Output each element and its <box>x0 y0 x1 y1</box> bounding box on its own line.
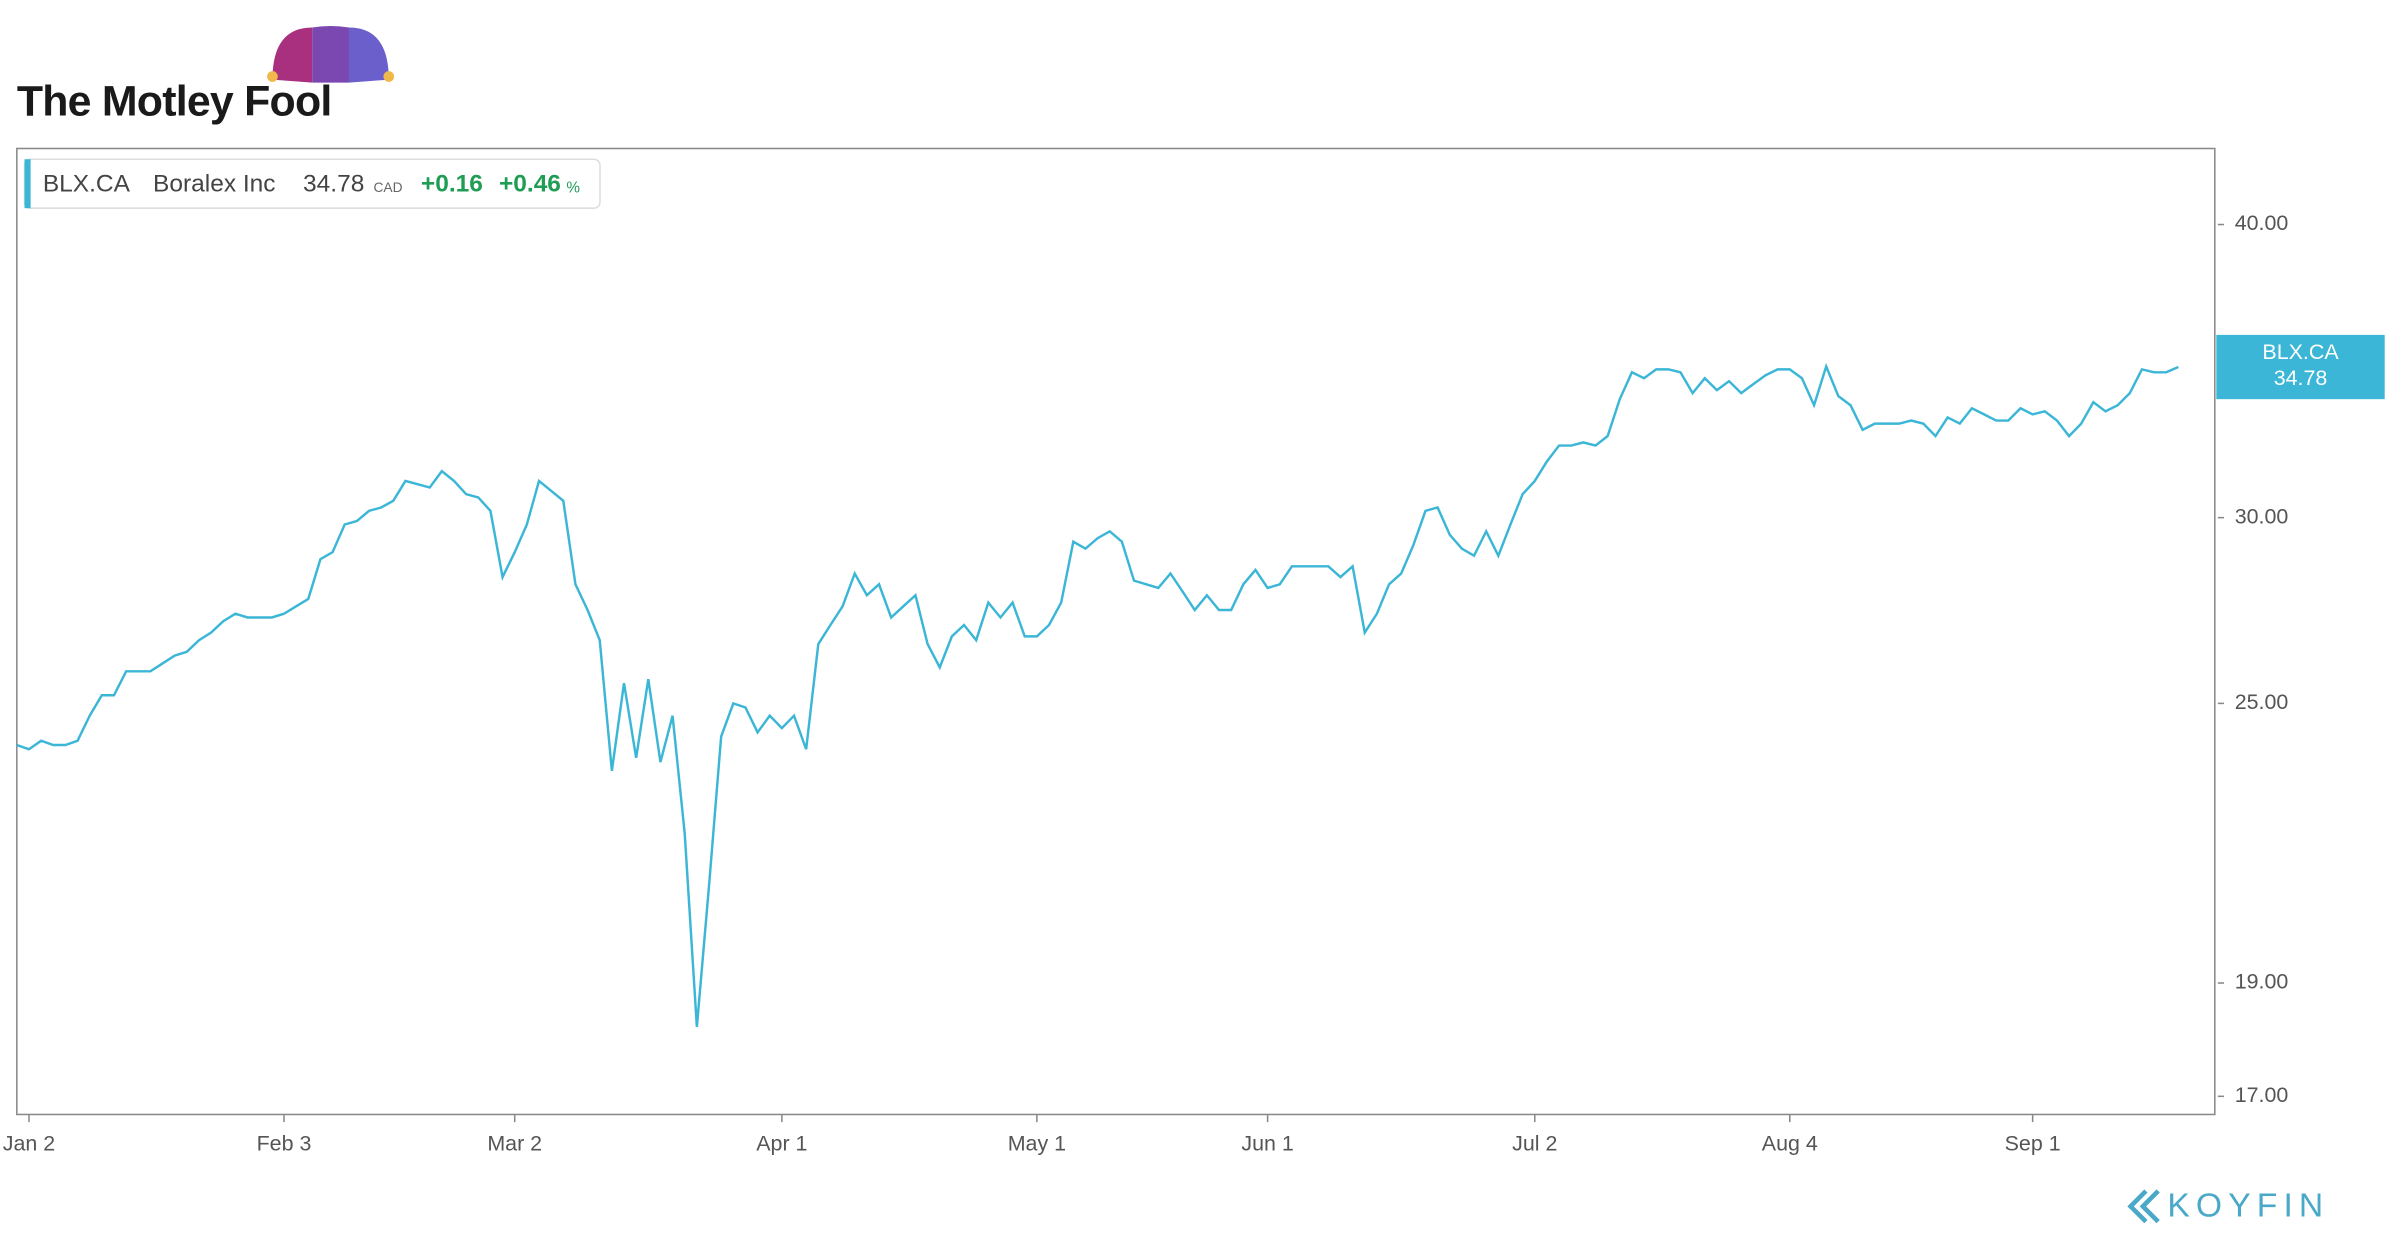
legend-ticker: BLX.CA <box>43 171 131 198</box>
plot-frame <box>16 147 2216 1116</box>
badge-ticker: BLX.CA <box>2262 340 2339 364</box>
badge-price: 34.78 <box>2274 366 2328 390</box>
brand: The Motley Fool <box>17 77 332 125</box>
legend-change: +0.16 <box>421 171 483 198</box>
x-tick-label: Mar 2 <box>487 1132 542 1156</box>
legend-currency: CAD <box>373 180 402 195</box>
price-badge <box>2216 334 2385 400</box>
legend-price: 34.78 <box>303 171 364 198</box>
legend: BLX.CA Boralex Inc 34.78 CAD +0.16 +0.46… <box>23 158 601 209</box>
price-line <box>16 362 2179 1027</box>
footer: KOYFIN <box>2167 1188 2329 1225</box>
x-tick-label: May 1 <box>1008 1132 1066 1156</box>
y-tick-label: 17.00 <box>2235 1083 2289 1107</box>
x-tick-label: Jan 2 <box>3 1132 55 1156</box>
x-tick-label: Apr 1 <box>756 1132 807 1156</box>
y-tick-label: 19.00 <box>2235 970 2289 994</box>
x-tick-label: Jul 2 <box>1512 1132 1557 1156</box>
y-tick-label: 40.00 <box>2235 211 2289 235</box>
legend-change-pct: +0.46 <box>499 171 561 198</box>
legend-pct-sign: % <box>566 179 580 196</box>
logo: The Motley Fool <box>17 26 395 125</box>
x-tick-label: Aug 4 <box>1762 1132 1818 1156</box>
legend-swatch <box>24 159 31 209</box>
legend-name: Boralex Inc <box>153 171 275 198</box>
y-tick-label: 25.00 <box>2235 690 2289 714</box>
koyfin-logo: KOYFIN <box>2127 1188 2329 1225</box>
x-tick-label: Sep 1 <box>2005 1132 2061 1156</box>
x-tick-label: Jun 1 <box>1241 1132 1293 1156</box>
x-tick-label: Feb 3 <box>257 1132 312 1156</box>
y-tick-label: 30.00 <box>2235 504 2289 528</box>
